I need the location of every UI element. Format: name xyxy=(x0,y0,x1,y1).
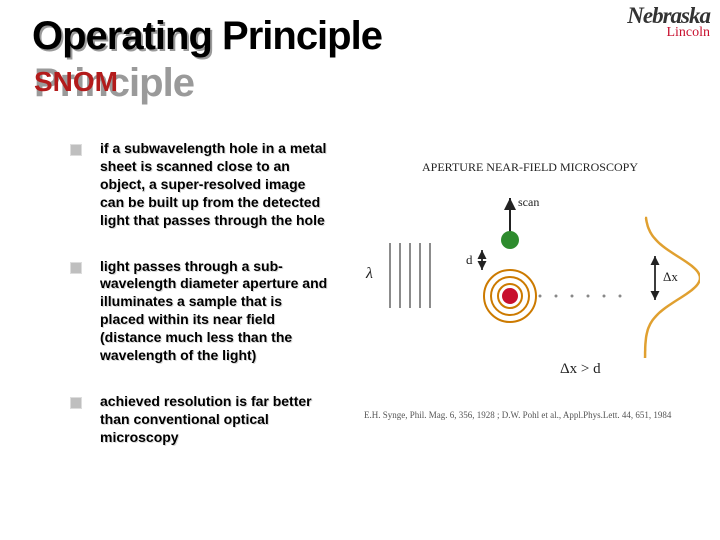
list-item: light passes through a sub-wavelength di… xyxy=(70,258,330,365)
svg-text:scan: scan xyxy=(518,195,539,209)
university-logo: Nebraska Lincoln xyxy=(627,6,710,41)
svg-text:λ: λ xyxy=(365,265,373,282)
logo-main: Nebraska xyxy=(627,6,710,27)
list-item: if a subwavelength hole in a metal sheet… xyxy=(70,140,330,230)
bullet-text: light passes through a sub-wavelength di… xyxy=(100,258,330,365)
figure-title: APERTURE NEAR-FIELD MICROSCOPY xyxy=(360,160,700,175)
svg-text:d: d xyxy=(466,252,473,267)
figure-diagram: λ scan d Δx Δx > d xyxy=(360,178,700,408)
figure-citation: E.H. Synge, Phil. Mag. 6, 356, 1928 ; D.… xyxy=(364,410,704,420)
near-field-figure: APERTURE NEAR-FIELD MICROSCOPY λ scan d Δx Δ… xyxy=(360,160,700,420)
bullet-icon xyxy=(70,397,82,409)
bullet-list: if a subwavelength hole in a metal sheet… xyxy=(70,140,330,475)
slide-subtitle: SNOM xyxy=(34,66,118,98)
bullet-icon xyxy=(70,144,82,156)
svg-text:Δx: Δx xyxy=(663,269,678,284)
list-item: achieved resolution is far better than c… xyxy=(70,393,330,447)
slide-title: Operating Principle Operating Principle xyxy=(32,14,382,59)
bullet-text: achieved resolution is far better than c… xyxy=(100,393,330,447)
bullet-text: if a subwavelength hole in a metal sheet… xyxy=(100,140,330,230)
svg-text:Δx > d: Δx > d xyxy=(560,361,601,377)
bullet-icon xyxy=(70,262,82,274)
